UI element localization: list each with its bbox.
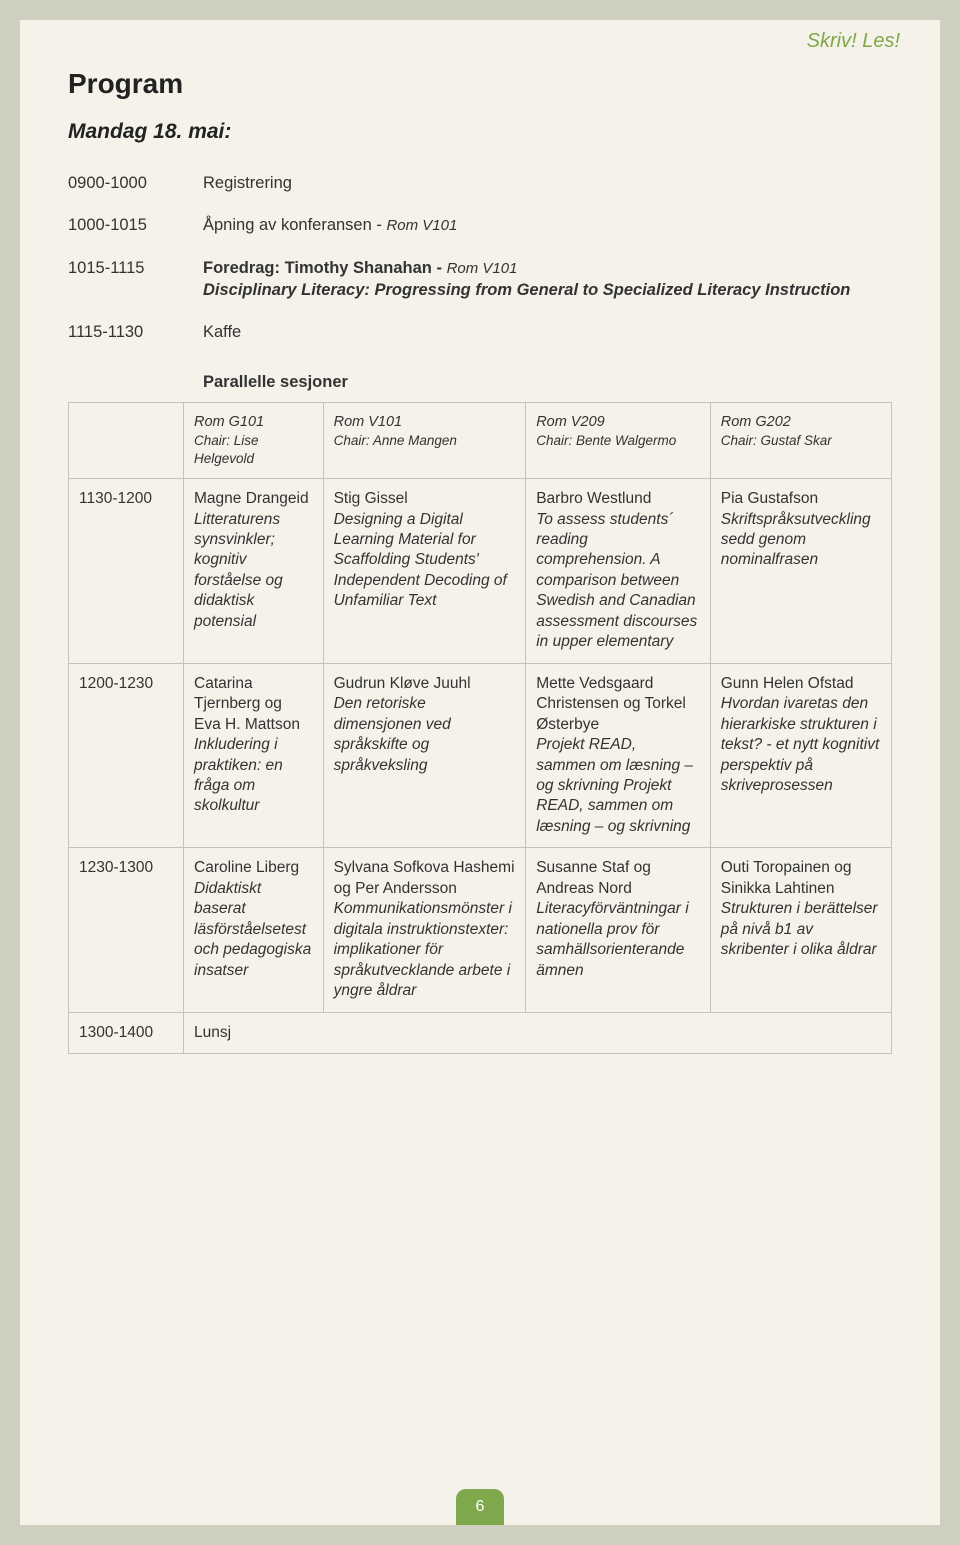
presenter: Sylvana Sofkova Hashemi og Per Andersson: [334, 858, 516, 899]
session-cell: Kaffe: [203, 311, 892, 353]
overview-table: 0900-1000 Registrering 1000-1015 Åpning …: [68, 162, 892, 353]
presenter: Barbro Westlund: [536, 489, 700, 509]
presenter: Catarina Tjernberg og Eva H. Mattson: [194, 674, 313, 735]
session-cell: Gudrun Kløve Juuhl Den retoriske dimensj…: [323, 663, 526, 848]
session-cell: Sylvana Sofkova Hashemi og Per Andersson…: [323, 848, 526, 1012]
talk-title: Designing a Digital Learning Material fo…: [334, 510, 516, 612]
chair-name: Chair: Bente Walgermo: [536, 432, 700, 450]
session-cell: Registrering: [203, 162, 892, 204]
room-label: Rom V101: [447, 260, 518, 277]
room-header: Rom V101 Chair: Anne Mangen: [323, 403, 526, 479]
session-cell: Outi Toropainen og Sinikka Lahtinen Stru…: [710, 848, 891, 1012]
presenter: Gunn Helen Ofstad: [721, 674, 881, 694]
session-cell: Åpning av konferansen - Rom V101: [203, 204, 892, 246]
table-row: 1115-1130 Kaffe: [68, 311, 892, 353]
room-header: Rom G101 Chair: Lise Helgevold: [184, 403, 324, 479]
table-row: 1300-1400 Lunsj: [69, 1012, 892, 1053]
chair-name: Chair: Gustaf Skar: [721, 432, 881, 450]
page-number: 6: [456, 1489, 504, 1525]
room-label: Rom V101: [386, 217, 457, 234]
room-name: Rom G202: [721, 414, 791, 430]
talk-title: Hvordan ivaretas den hierarkiske struktu…: [721, 694, 881, 796]
session-cell: Lunsj: [184, 1012, 892, 1053]
session-cell: Susanne Staf og Andreas Nord Literacyför…: [526, 848, 711, 1012]
talk-title: Kommunikationsmönster i digitala instruk…: [334, 899, 516, 1001]
presenter: Pia Gustafson: [721, 489, 881, 509]
time-cell: 1115-1130: [68, 311, 203, 353]
presenter: Magne Drangeid: [194, 489, 313, 509]
day-heading: Mandag 18. mai:: [68, 120, 892, 144]
room-name: Rom V209: [536, 414, 605, 430]
talk-title: Projekt READ, sammen om læsning – og skr…: [536, 735, 700, 837]
page-title: Program: [68, 68, 892, 100]
parallel-sessions-label: Parallelle sesjoner: [203, 373, 892, 392]
page-number-tab: 6: [456, 1489, 504, 1525]
talk-title: Den retoriske dimensjonen ved språkskift…: [334, 694, 516, 776]
session-cell: Stig Gissel Designing a Digital Learning…: [323, 479, 526, 664]
chair-name: Chair: Lise Helgevold: [194, 432, 313, 468]
session-cell: Mette Vedsgaard Christensen og Torkel Øs…: [526, 663, 711, 848]
room-header: Rom G202 Chair: Gustaf Skar: [710, 403, 891, 479]
time-cell: 0900-1000: [68, 162, 203, 204]
session-cell: Catarina Tjernberg og Eva H. Mattson Ink…: [184, 663, 324, 848]
time-cell: 1130-1200: [69, 479, 184, 664]
session-cell: Caroline Liberg Didaktiskt baserat läsfö…: [184, 848, 324, 1012]
presenter: Stig Gissel: [334, 489, 516, 509]
presenter: Mette Vedsgaard Christensen og Torkel Øs…: [536, 674, 700, 735]
talk-title: Strukturen i berättelser på nivå b1 av s…: [721, 899, 881, 960]
talk-title: Didaktiskt baserat läsförståelsetest och…: [194, 879, 313, 981]
time-cell: 1015-1115: [68, 247, 203, 312]
session-cell: Pia Gustafson Skriftspråksutveckling sed…: [710, 479, 891, 664]
room-name: Rom G101: [194, 414, 264, 430]
keynote-label: Foredrag: Timothy Shanahan - Rom V101: [203, 259, 517, 277]
table-row: 1230-1300 Caroline Liberg Didaktiskt bas…: [69, 848, 892, 1012]
chair-name: Chair: Anne Mangen: [334, 432, 516, 450]
time-cell: 1000-1015: [68, 204, 203, 246]
header-row: Rom G101 Chair: Lise Helgevold Rom V101 …: [69, 403, 892, 479]
presenter: Gudrun Kløve Juuhl: [334, 674, 516, 694]
table-row: 1200-1230 Catarina Tjernberg og Eva H. M…: [69, 663, 892, 848]
presenter: Caroline Liberg: [194, 858, 313, 878]
talk-title: Inkludering i praktiken: en fråga om sko…: [194, 735, 313, 817]
time-cell: 1200-1230: [69, 663, 184, 848]
session-cell: Gunn Helen Ofstad Hvordan ivaretas den h…: [710, 663, 891, 848]
table-row: 1015-1115 Foredrag: Timothy Shanahan - R…: [68, 247, 892, 312]
time-cell: 1230-1300: [69, 848, 184, 1012]
talk-title: Literacyförväntningar i nationella prov …: [536, 899, 700, 981]
talk-title: Litteraturens synsvinkler; kognitiv fors…: [194, 510, 313, 633]
keynote-title: Disciplinary Literacy: Progressing from …: [203, 281, 850, 299]
keynote-text: Foredrag: Timothy Shanahan -: [203, 259, 447, 277]
brand-label: Skriv! Les!: [807, 30, 900, 53]
table-row: 1000-1015 Åpning av konferansen - Rom V1…: [68, 204, 892, 246]
session-cell: Foredrag: Timothy Shanahan - Rom V101 Di…: [203, 247, 892, 312]
talk-title: To assess students´ reading comprehensio…: [536, 510, 700, 653]
table-row: 1130-1200 Magne Drangeid Litteraturens s…: [69, 479, 892, 664]
presenter: Susanne Staf og Andreas Nord: [536, 858, 700, 899]
empty-header: [69, 403, 184, 479]
room-name: Rom V101: [334, 414, 403, 430]
presenter: Outi Toropainen og Sinikka Lahtinen: [721, 858, 881, 899]
content-area: Program Mandag 18. mai: 0900-1000 Regist…: [20, 68, 940, 1054]
session-text: Åpning av konferansen -: [203, 216, 386, 234]
table-row: 0900-1000 Registrering: [68, 162, 892, 204]
session-cell: Magne Drangeid Litteraturens synsvinkler…: [184, 479, 324, 664]
session-cell: Barbro Westlund To assess students´ read…: [526, 479, 711, 664]
room-header: Rom V209 Chair: Bente Walgermo: [526, 403, 711, 479]
parallel-sessions-table: Rom G101 Chair: Lise Helgevold Rom V101 …: [68, 402, 892, 1054]
time-cell: 1300-1400: [69, 1012, 184, 1053]
talk-title: Skriftspråksutveckling sedd genom nomina…: [721, 510, 881, 571]
page: Skriv! Les! Program Mandag 18. mai: 0900…: [20, 20, 940, 1525]
